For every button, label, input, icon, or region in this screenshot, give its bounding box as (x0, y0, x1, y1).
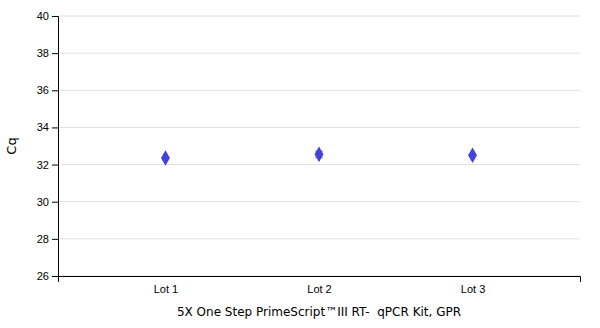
tick: 36 (37, 84, 58, 96)
tick-label: 40 (37, 10, 49, 22)
tick-mark (52, 202, 58, 203)
tick-label: 30 (37, 196, 49, 208)
tick: 26 (37, 270, 58, 282)
tick: 40 (37, 10, 58, 22)
tick-label: 28 (37, 233, 49, 245)
grid-line (58, 164, 580, 165)
grid (58, 16, 580, 276)
tick: 28 (37, 233, 58, 245)
tick: 30 (37, 196, 58, 208)
axis-line (59, 277, 581, 283)
tick: Lot 3 (461, 283, 485, 295)
x-axis: Lot 1 Lot 2 Lot 3 (59, 277, 581, 295)
tick-mark (52, 53, 58, 54)
chart: 26 28 30 32 34 36 38 40 Lot 1 Lot 2 Lot 35X One St… (0, 0, 600, 328)
tick-label: 34 (37, 121, 49, 133)
point (315, 147, 324, 163)
tick-mark (52, 276, 58, 277)
grid-line (58, 127, 580, 128)
tick-label: Lot 1 (154, 283, 178, 295)
x-axis-title: 5X One Step PrimeScript™III RT- qPCR Kit… (177, 305, 461, 319)
grid-line (58, 53, 580, 54)
y-axis-title: Cq (4, 137, 19, 154)
tick: Lot 2 (307, 283, 331, 295)
tick-mark (52, 165, 58, 166)
grid-line (58, 201, 580, 202)
tick-label: 36 (37, 84, 49, 96)
tick-label: 26 (37, 270, 49, 282)
tick-label: Lot 2 (307, 283, 331, 295)
marks (161, 147, 477, 166)
point (161, 150, 170, 166)
tick: 32 (37, 159, 58, 171)
tick-mark (52, 90, 58, 91)
tick: 38 (37, 47, 58, 59)
tick-label: 32 (37, 159, 49, 171)
tick-label: 38 (37, 47, 49, 59)
axis-line (52, 17, 59, 277)
plot: 26 28 30 32 34 36 38 40 Lot 1 Lot 2 Lot 3 (37, 10, 581, 295)
tick: 34 (37, 121, 58, 133)
tick-mark (52, 127, 58, 128)
tick: Lot 1 (154, 283, 178, 295)
y-axis: 26 28 30 32 34 36 38 40 (37, 10, 59, 282)
tick-mark (52, 239, 58, 240)
point (468, 147, 477, 163)
grid-line (58, 238, 580, 239)
tick-label: Lot 3 (461, 283, 485, 295)
grid-line (58, 16, 580, 17)
grid-line (58, 90, 580, 91)
tick-mark (52, 16, 58, 17)
